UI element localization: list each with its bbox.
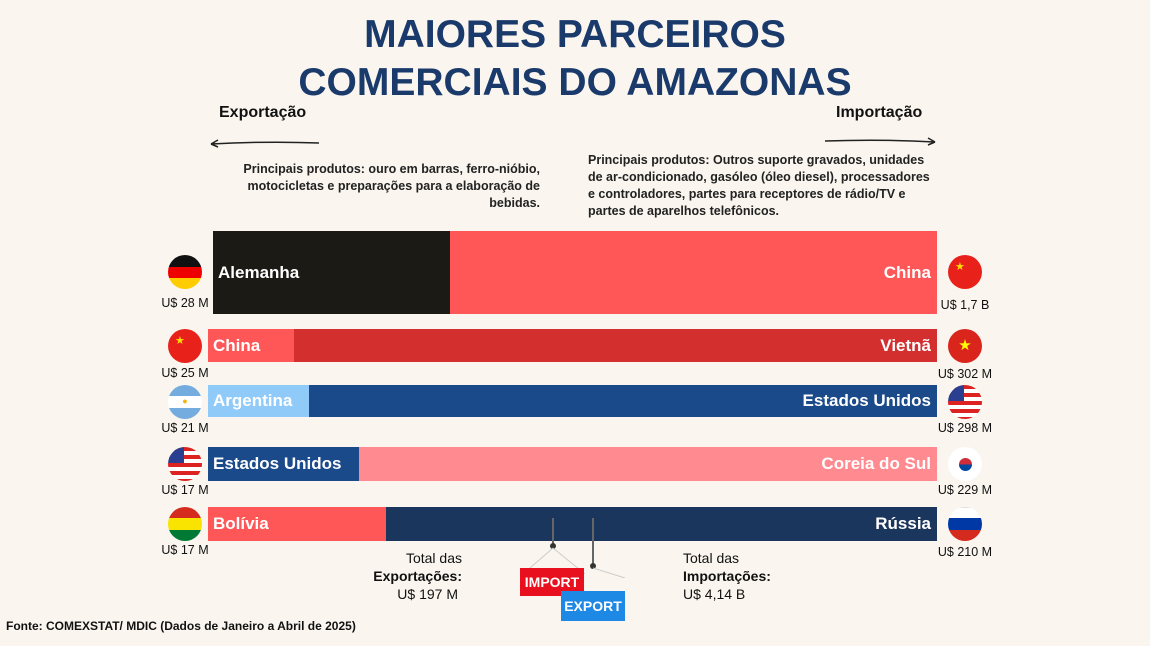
export-value: U$ 17 M bbox=[161, 543, 209, 557]
export-value: U$ 21 M bbox=[161, 421, 209, 435]
import-country-label: Coreia do Sul bbox=[821, 454, 931, 473]
export-header: Exportação bbox=[219, 104, 307, 121]
import-value: U$ 298 M bbox=[937, 421, 993, 435]
flag-coreia-do-sul-icon bbox=[948, 447, 982, 481]
import-bar: Coreia do Sul bbox=[359, 447, 937, 481]
flag-china-icon: ★ bbox=[948, 255, 982, 289]
import-country-label: Estados Unidos bbox=[802, 391, 931, 410]
export-value: U$ 25 M bbox=[161, 366, 209, 380]
flag-argentina-icon: ● bbox=[168, 385, 202, 419]
partner-bar-row: Bolívia Rússia bbox=[208, 507, 937, 541]
import-bar: China bbox=[450, 231, 937, 314]
export-bar: Argentina bbox=[208, 385, 309, 417]
flag-china-icon: ★ bbox=[168, 329, 202, 363]
partner-bar-row: Alemanha China bbox=[213, 231, 937, 314]
import-products: Principais produtos: Outros suporte grav… bbox=[588, 153, 930, 218]
export-total-value: U$ 197 M bbox=[397, 586, 458, 602]
export-country-label: Bolívia bbox=[213, 514, 269, 533]
export-bar: Bolívia bbox=[208, 507, 386, 541]
import-country-label: China bbox=[883, 262, 931, 282]
flag-estados-unidos-icon bbox=[168, 447, 202, 481]
export-country-label: China bbox=[213, 335, 261, 355]
title-line-2: COMERCIAIS DO AMAZONAS bbox=[298, 61, 852, 104]
arrow-right-icon bbox=[824, 137, 936, 146]
partner-bar-row: Estados Unidos Coreia do Sul bbox=[208, 447, 937, 481]
import-total-value: U$ 4,14 B bbox=[683, 586, 746, 602]
export-country-label: Alemanha bbox=[218, 262, 300, 282]
import-bar: Rússia bbox=[386, 507, 937, 541]
flag-estados-unidos-icon bbox=[948, 385, 982, 419]
title-line-1: MAIORES PARCEIROS bbox=[364, 13, 786, 56]
arrow-left-icon bbox=[210, 139, 320, 148]
export-value: U$ 17 M bbox=[161, 483, 209, 497]
export-bar: China bbox=[208, 329, 294, 362]
import-bar: Estados Unidos bbox=[309, 385, 937, 417]
import-value: U$ 1,7 B bbox=[940, 298, 990, 312]
export-total: Total das Exportações: U$ 197 M bbox=[340, 549, 462, 603]
import-value: U$ 302 M bbox=[937, 367, 993, 381]
export-country-label: Estados Unidos bbox=[213, 454, 342, 473]
import-country-label: Vietnã bbox=[880, 335, 931, 355]
export-bar: Estados Unidos bbox=[208, 447, 359, 481]
import-value: U$ 210 M bbox=[937, 545, 993, 559]
export-container-icon: EXPORT bbox=[561, 591, 625, 621]
import-value: U$ 229 M bbox=[937, 483, 993, 497]
source-note: Fonte: COMEXSTAT/ MDIC (Dados de Janeiro… bbox=[6, 619, 356, 633]
export-total-label: Total das bbox=[405, 550, 462, 566]
partner-bar-row: China Vietnã bbox=[208, 329, 937, 362]
flag-bolivia-icon bbox=[168, 507, 202, 541]
partner-bar-row: Argentina Estados Unidos bbox=[208, 385, 937, 417]
export-bar: Alemanha bbox=[213, 231, 450, 314]
export-products: Principais produtos: ouro em barras, fer… bbox=[243, 162, 540, 210]
export-total-label-bold: Exportações: bbox=[373, 568, 462, 584]
flag-vietna-icon: ★ bbox=[948, 329, 982, 363]
flag-alemanha-icon bbox=[168, 255, 202, 289]
import-total: Total das Importações: U$ 4,14 B bbox=[683, 549, 771, 603]
import-total-label: Total das bbox=[683, 550, 740, 566]
flag-russia-icon bbox=[948, 507, 982, 541]
import-bar: Vietnã bbox=[294, 329, 937, 362]
import-header: Importação bbox=[836, 104, 923, 121]
export-value: U$ 28 M bbox=[161, 296, 209, 310]
import-country-label: Rússia bbox=[875, 514, 931, 533]
export-country-label: Argentina bbox=[213, 391, 293, 410]
import-total-label-bold: Importações: bbox=[683, 568, 771, 584]
